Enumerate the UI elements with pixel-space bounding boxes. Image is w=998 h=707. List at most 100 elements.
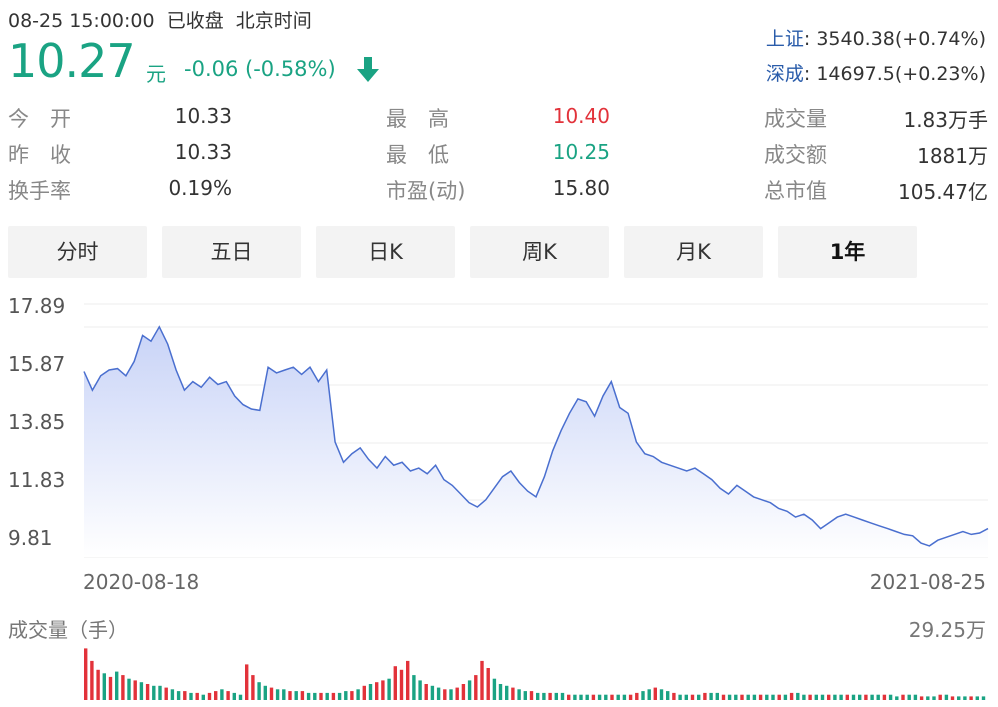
- volume-bar: [436, 687, 441, 700]
- volume-bar: [461, 684, 466, 700]
- volume-bar: [820, 694, 825, 700]
- volume-bar: [102, 673, 106, 700]
- volume-bar: [926, 696, 930, 700]
- volume-bar: [189, 692, 193, 700]
- volume-bar: [684, 694, 688, 700]
- volume-bar: [529, 691, 534, 700]
- market-status: 08-25 15:00:00 已收盘 北京时间: [8, 6, 312, 33]
- volume-bar: [635, 692, 639, 700]
- price-line: [83, 325, 989, 547]
- volume-bar: [164, 687, 168, 700]
- index-shenzhen[interactable]: 深成: 14697.5(+0.23%): [766, 59, 986, 86]
- volume-bar: [399, 669, 404, 700]
- volume-bar: [393, 666, 397, 700]
- volume-bar: [418, 680, 422, 700]
- volume-bar: [455, 687, 459, 700]
- price-change: -0.06 (-0.58%): [184, 57, 336, 81]
- volume-bar: [808, 694, 812, 700]
- volume-bar: [888, 694, 893, 700]
- volume-bar: [851, 694, 856, 700]
- volume-bar: [610, 694, 614, 700]
- volume-bar: [622, 694, 627, 700]
- volume-bar: [957, 696, 961, 700]
- volume-bar: [275, 689, 280, 700]
- market-cap-value: 105.47亿: [898, 180, 988, 204]
- volume-bar: [938, 694, 942, 700]
- volume-bar: [207, 692, 212, 700]
- amount-value: 1881万: [917, 144, 988, 168]
- volume-bar: [604, 694, 608, 700]
- volume-bar: [802, 694, 806, 700]
- volume-bar: [616, 694, 620, 700]
- volume-bar: [368, 684, 373, 700]
- volume-bar: [548, 692, 552, 700]
- prev-close-label: 昨 收: [8, 143, 71, 167]
- down-arrow-icon: [357, 57, 379, 82]
- current-price: 10.27: [8, 34, 136, 88]
- volume-bar: [319, 692, 323, 700]
- price-area-fill: [84, 326, 988, 557]
- volume-bar: [505, 685, 509, 700]
- tab-daily-k[interactable]: 日K: [316, 226, 455, 278]
- volume-bar: [232, 692, 236, 700]
- volume-bar: [492, 678, 497, 700]
- x-start-label: 2020-08-18: [83, 570, 200, 594]
- price-unit: 元: [146, 62, 166, 86]
- volume-title: 成交量（手）: [8, 618, 128, 642]
- open-value: 10.33: [174, 104, 232, 128]
- tab-one-year[interactable]: 1年: [778, 226, 917, 278]
- volume-bar: [703, 692, 707, 700]
- volume-bar: [263, 685, 267, 700]
- volume-bar: [282, 689, 286, 700]
- volume-bar: [467, 680, 472, 700]
- volume-bar: [721, 694, 726, 700]
- volume-bar: [560, 692, 565, 700]
- volume-bar: [313, 692, 317, 700]
- volume-bar: [300, 691, 305, 700]
- amount-label: 成交额: [764, 143, 827, 167]
- volume-bar: [876, 694, 880, 700]
- status-datetime: 08-25 15:00:00: [8, 10, 155, 32]
- volume-bar: [783, 694, 788, 700]
- volume-bar: [381, 680, 385, 700]
- volume-bar: [814, 694, 818, 700]
- volume-bar: [727, 694, 732, 700]
- tab-monthly-k[interactable]: 月K: [624, 226, 763, 278]
- index-shanghai-value: : 3540.38(+0.74%): [803, 28, 986, 50]
- volume-bar: [84, 648, 88, 700]
- prev-close-value: 10.33: [174, 140, 232, 164]
- volume-bar: [672, 692, 676, 700]
- volume-bar: [845, 694, 849, 700]
- volume-bar: [288, 691, 292, 700]
- tab-weekly-k[interactable]: 周K: [470, 226, 609, 278]
- volume-bar: [387, 678, 391, 700]
- low-value: 10.25: [552, 140, 610, 164]
- volume-bar: [864, 694, 868, 700]
- volume-bar: [511, 687, 515, 700]
- volume-bar: [597, 694, 602, 700]
- volume-bar: [257, 682, 261, 700]
- volume-bar: [214, 691, 218, 700]
- y-tick-label: 9.81: [8, 526, 53, 550]
- volume-bar: [653, 687, 657, 700]
- turnover-value: 0.19%: [168, 176, 232, 200]
- y-tick-label: 11.83: [8, 468, 66, 492]
- volume-bar: [536, 692, 540, 700]
- volume-max-label: 29.25万: [908, 618, 986, 642]
- volume-bar: [344, 691, 348, 700]
- volume-bar: [697, 694, 701, 700]
- volume-bar: [269, 687, 274, 700]
- volume-bar: [226, 691, 230, 700]
- tab-five-day[interactable]: 五日: [162, 226, 301, 278]
- tab-intraday[interactable]: 分时: [8, 226, 147, 278]
- index-shanghai[interactable]: 上证: 3540.38(+0.74%): [766, 24, 986, 51]
- volume-bar: [139, 682, 144, 700]
- volume-bar: [789, 692, 794, 700]
- volume-bar: [827, 694, 831, 700]
- volume-bar: [238, 694, 243, 700]
- volume-bar: [659, 689, 664, 700]
- volume-bar: [96, 669, 100, 700]
- volume-bar: [158, 685, 162, 700]
- market-cap-label: 总市值: [764, 179, 827, 203]
- volume-bar: [734, 694, 738, 700]
